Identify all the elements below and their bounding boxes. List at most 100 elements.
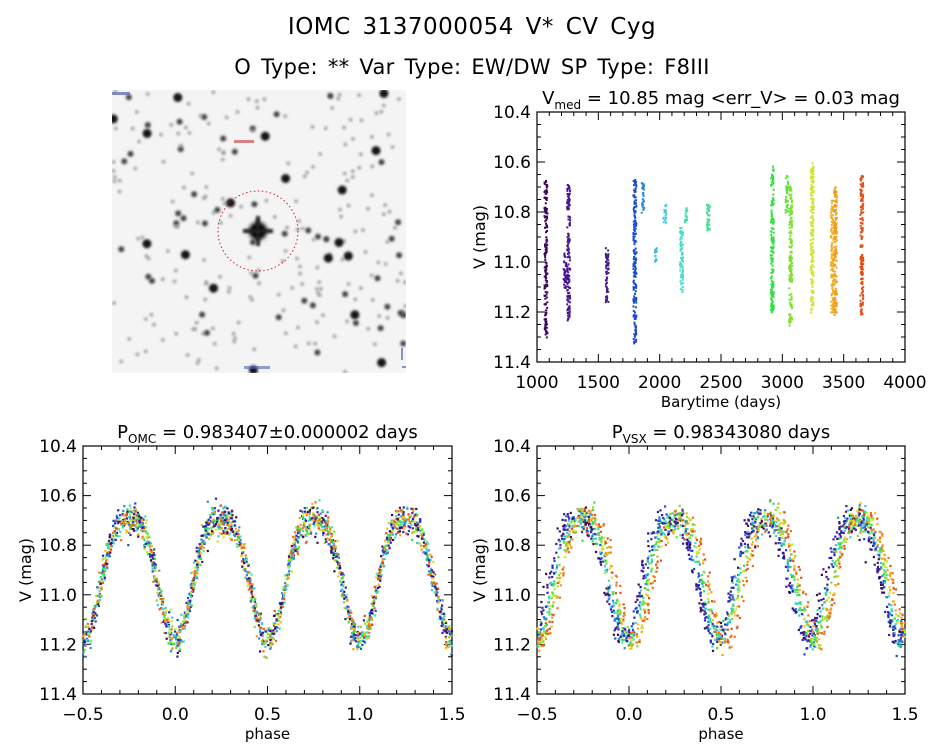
data-point — [654, 250, 657, 253]
data-point — [861, 229, 864, 232]
data-point — [632, 258, 635, 261]
data-point — [812, 175, 815, 178]
data-point — [861, 272, 864, 275]
data-point — [209, 514, 212, 517]
sky-star — [342, 291, 349, 298]
data-point — [812, 166, 815, 168]
data-point — [568, 279, 571, 282]
data-point — [634, 275, 637, 278]
data-point — [804, 593, 808, 596]
data-point — [772, 251, 775, 254]
sky-star — [252, 272, 259, 279]
x-tick-label: 0.5 — [707, 705, 734, 725]
data-point — [633, 335, 636, 338]
data-point — [546, 184, 549, 187]
data-point — [835, 223, 837, 226]
data-point — [771, 300, 774, 303]
data-point — [566, 193, 569, 196]
data-point — [831, 308, 834, 311]
data-point — [190, 604, 193, 607]
data-point — [835, 293, 838, 296]
data-point — [354, 637, 357, 640]
data-point — [812, 206, 815, 209]
data-point — [634, 292, 636, 295]
data-point — [633, 295, 636, 298]
data-point — [568, 312, 571, 314]
sky-star — [350, 310, 360, 320]
data-point — [544, 323, 547, 326]
sky-star — [382, 103, 386, 108]
data-point — [633, 243, 636, 246]
data-point — [679, 236, 682, 239]
data-point — [283, 592, 287, 595]
data-point — [261, 638, 264, 641]
sky-star — [217, 147, 221, 152]
data-point — [860, 189, 862, 191]
data-point — [685, 512, 688, 515]
data-point — [201, 543, 204, 546]
data-point — [633, 252, 636, 255]
data-point — [834, 291, 837, 294]
data-point — [833, 264, 835, 266]
data-point — [810, 222, 813, 225]
data-point — [832, 222, 835, 225]
data-point — [771, 285, 774, 288]
data-point — [681, 278, 684, 281]
data-point — [686, 219, 689, 221]
data-point — [772, 193, 775, 196]
data-point — [707, 206, 710, 209]
data-point — [604, 279, 607, 282]
data-point — [833, 265, 835, 268]
data-point — [810, 206, 813, 209]
data-point — [731, 579, 734, 582]
sky-star — [297, 219, 301, 223]
data-point — [679, 269, 682, 272]
data-point — [544, 256, 547, 259]
data-point — [568, 192, 571, 195]
sky-star — [142, 128, 152, 138]
sky-star — [294, 344, 298, 349]
data-point — [682, 260, 684, 263]
data-point — [545, 241, 548, 244]
data-point — [645, 593, 648, 596]
data-point — [772, 502, 775, 505]
data-point — [633, 226, 636, 228]
data-point — [794, 591, 797, 594]
data-point — [789, 254, 792, 257]
sky-star — [135, 110, 139, 114]
sky-star — [370, 298, 375, 302]
data-point — [206, 500, 209, 503]
data-point — [833, 230, 836, 233]
data-point — [229, 537, 232, 540]
data-point — [844, 510, 848, 513]
data-point — [834, 210, 837, 212]
x-tick-label: 1.5 — [438, 705, 465, 725]
data-point — [791, 265, 794, 267]
data-point — [641, 184, 644, 187]
star-type-subtitle: O Type: ** Var Type: EW/DW SP Type: F8II… — [234, 55, 710, 79]
data-point — [789, 298, 792, 301]
data-point — [789, 275, 792, 278]
data-point — [359, 641, 363, 644]
data-point — [410, 507, 413, 510]
data-point — [860, 212, 863, 215]
sky-star — [173, 93, 183, 102]
data-point — [97, 571, 100, 574]
data-point — [811, 295, 814, 298]
data-point — [361, 631, 364, 634]
sky-star — [201, 220, 208, 227]
data-point — [249, 600, 252, 603]
data-point — [349, 635, 353, 638]
data-point — [402, 506, 405, 509]
sky-star — [280, 259, 285, 263]
data-point — [419, 544, 423, 547]
data-point — [746, 560, 749, 563]
x-tick-label: 0.5 — [254, 705, 281, 725]
data-point — [811, 231, 814, 234]
data-point — [789, 208, 792, 211]
data-point — [789, 212, 792, 215]
data-point — [861, 283, 864, 286]
data-point — [830, 244, 833, 247]
data-point — [126, 520, 129, 524]
data-point — [232, 533, 236, 536]
